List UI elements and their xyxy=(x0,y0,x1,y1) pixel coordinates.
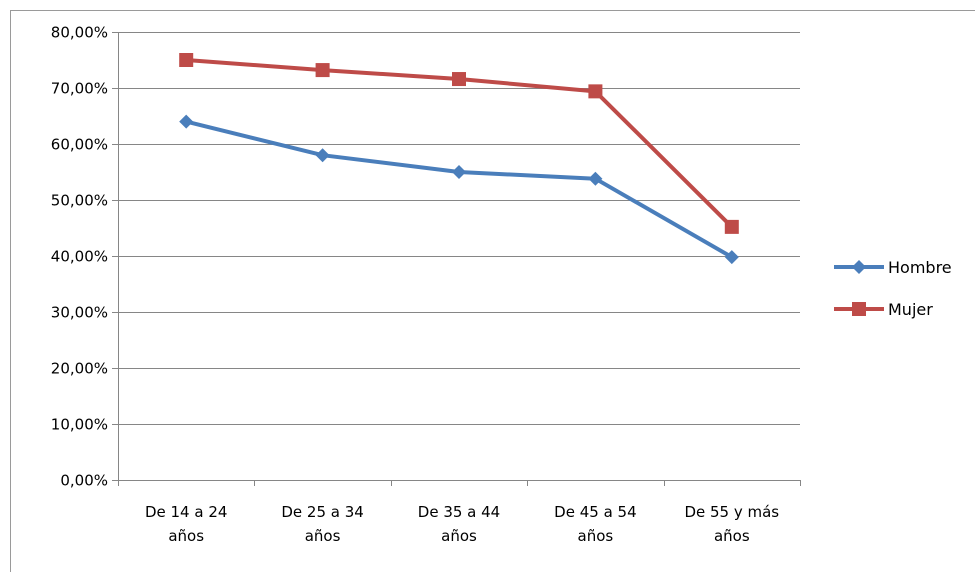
x-tick-label: De 14 a 24 años xyxy=(145,503,227,545)
data-point-hombre xyxy=(315,148,330,163)
legend-label-hombre: Hombre xyxy=(888,258,952,277)
y-tick-label: 40,00% xyxy=(51,248,108,266)
x-tick-label: De 45 a 54 años xyxy=(554,503,636,545)
data-point-mujer xyxy=(315,63,330,78)
series-line-hombre xyxy=(184,119,734,260)
x-tick-label: De 25 a 34 años xyxy=(281,503,363,545)
y-tick-label: 70,00% xyxy=(51,80,108,98)
data-point-hombre xyxy=(452,165,466,179)
chart-frame xyxy=(10,10,975,572)
legend-label-mujer: Mujer xyxy=(888,300,933,319)
data-point-mujer xyxy=(179,53,194,67)
y-tick-label: 80,00% xyxy=(51,24,108,42)
data-point-hombre xyxy=(724,250,739,265)
data-point-hombre xyxy=(179,114,194,129)
y-tick-label: 30,00% xyxy=(51,304,108,322)
legend-marker-mujer xyxy=(852,302,866,316)
legend-marker-hombre xyxy=(852,260,866,274)
data-point-mujer xyxy=(588,84,603,99)
y-tick-label: 60,00% xyxy=(51,136,108,154)
y-tick-label: 10,00% xyxy=(51,416,108,434)
x-tick-label: De 35 a 44 años xyxy=(418,503,500,545)
data-point-mujer xyxy=(724,219,739,234)
data-point-hombre xyxy=(588,171,603,186)
y-tick-label: 20,00% xyxy=(51,360,108,378)
x-tick-label: De 55 y más años xyxy=(684,503,779,545)
y-tick-label: 0,00% xyxy=(60,472,108,490)
y-tick-label: 50,00% xyxy=(51,192,108,210)
data-point-mujer xyxy=(452,72,466,87)
